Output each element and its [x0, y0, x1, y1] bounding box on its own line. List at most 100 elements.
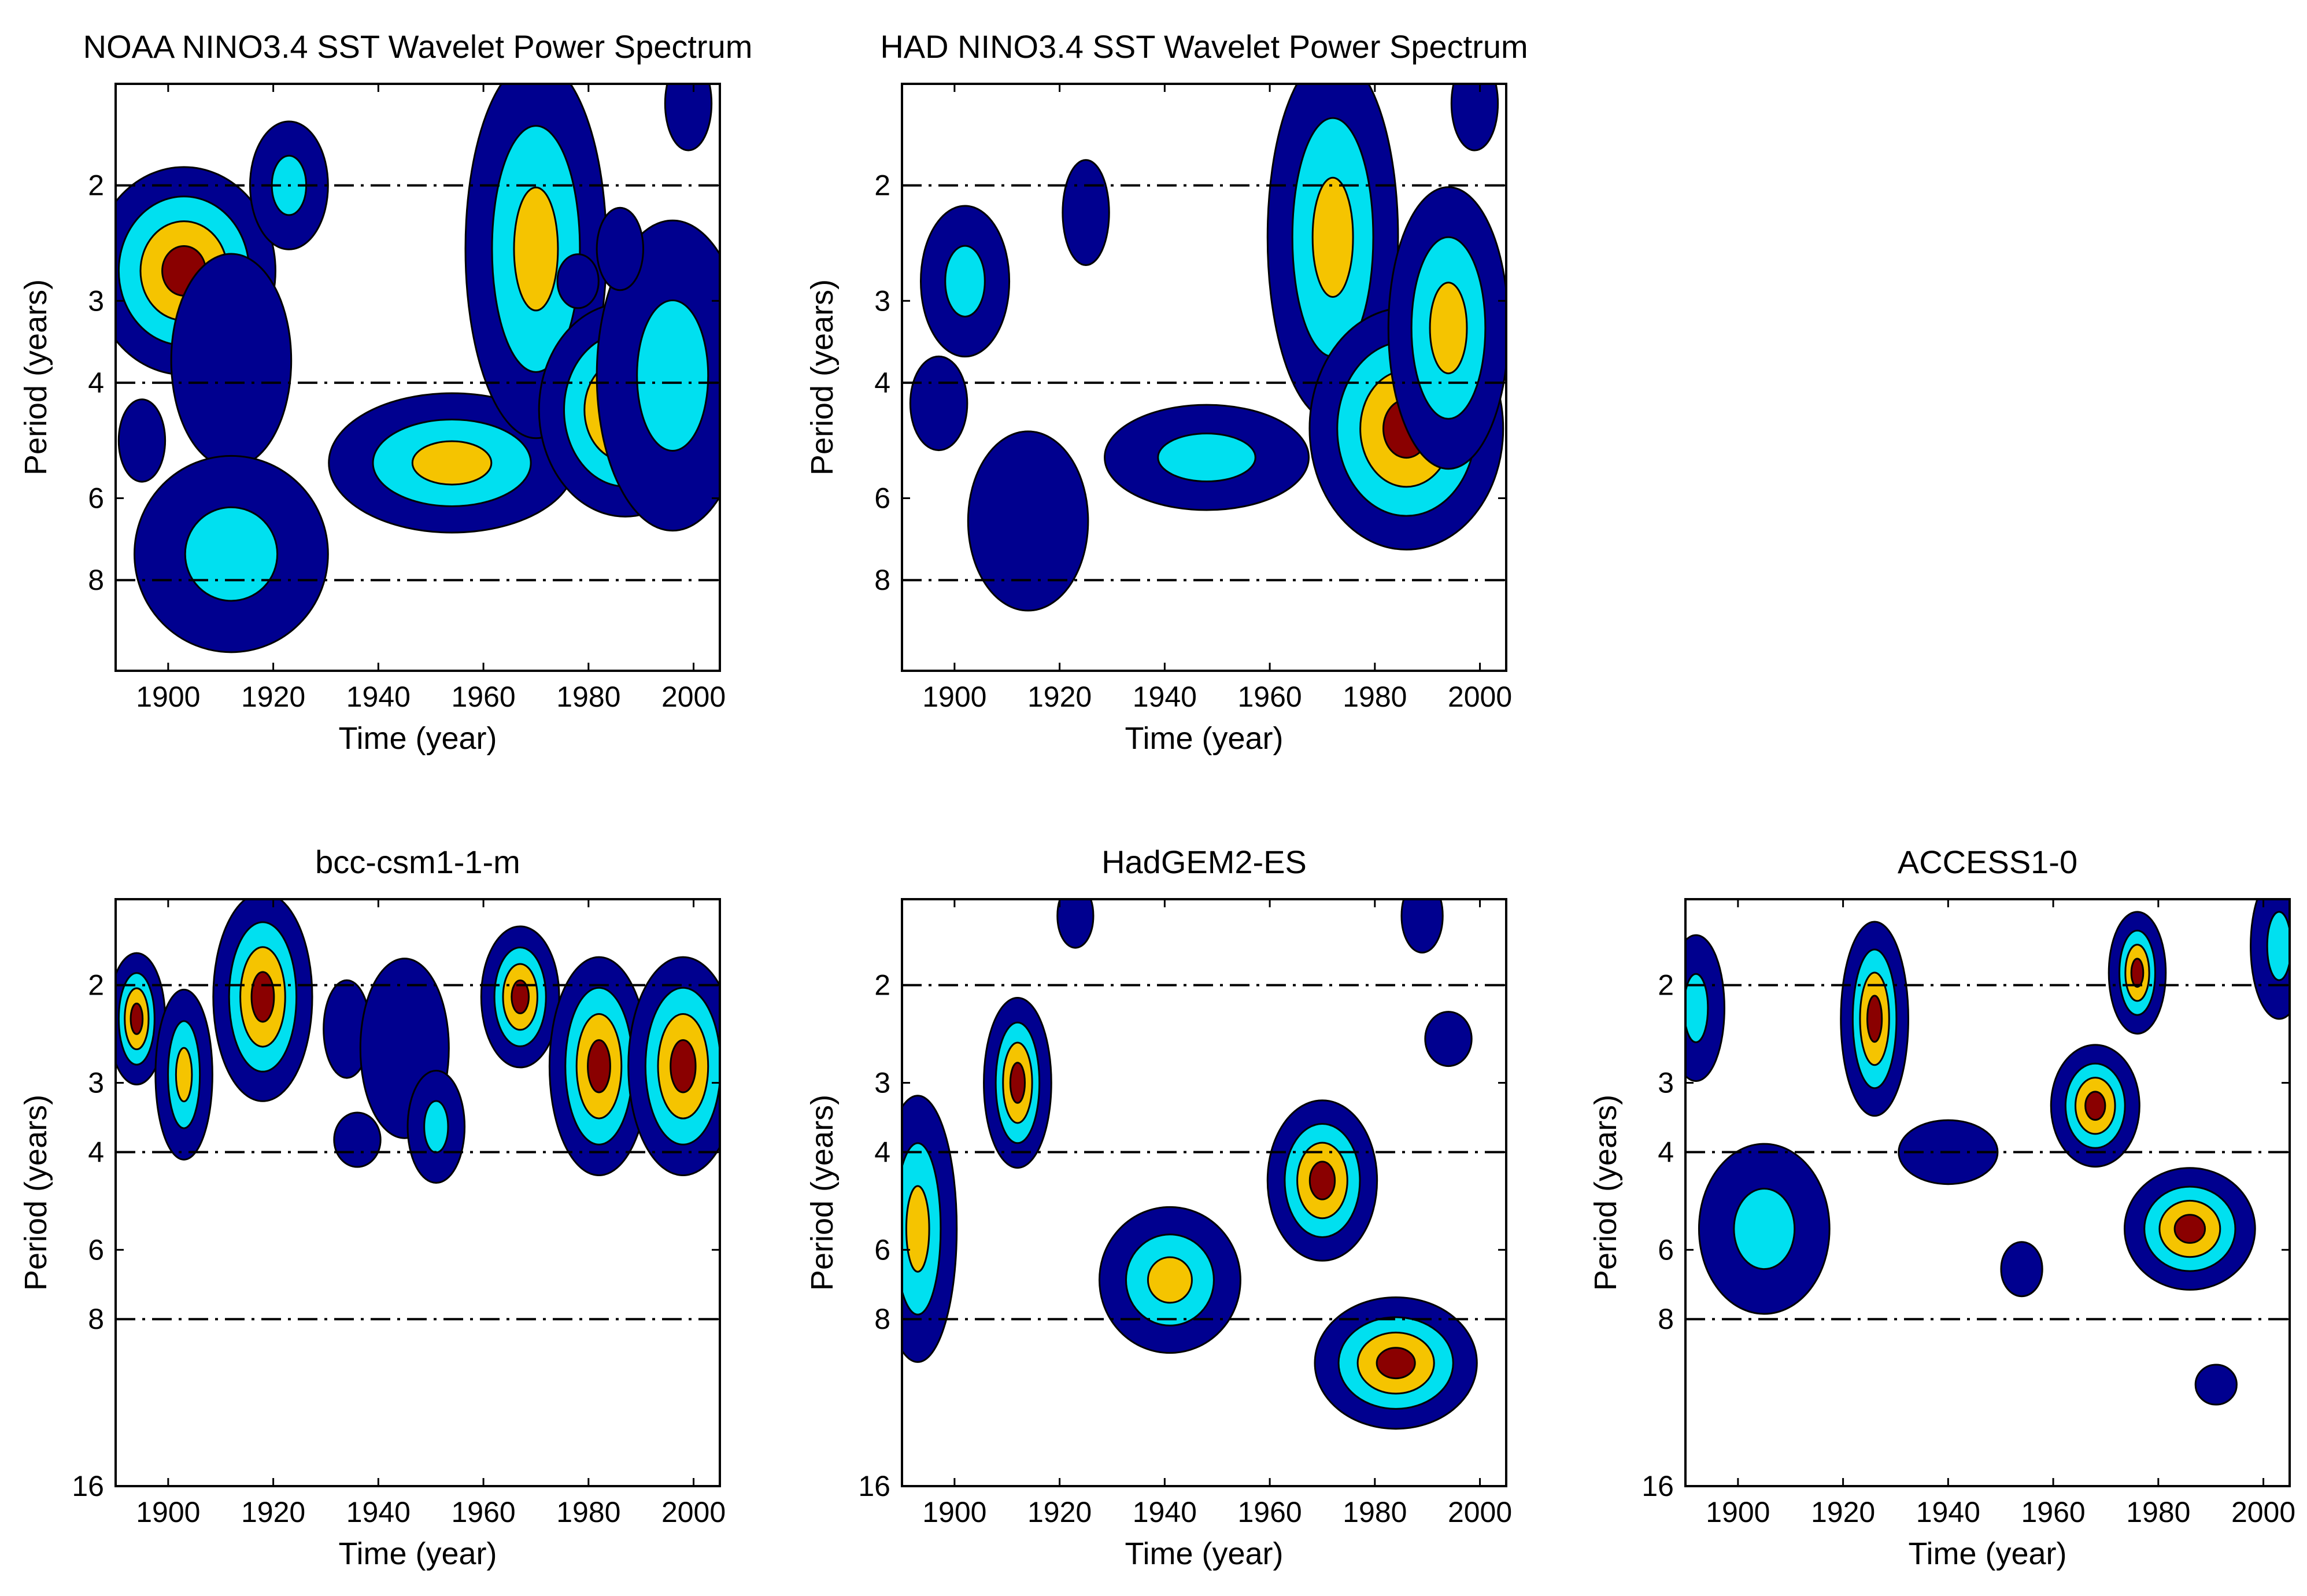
contour-level-4 [2173, 1214, 2206, 1244]
x-tick-label: 2000 [661, 1496, 726, 1528]
contour-level-1 [2000, 1241, 2043, 1298]
y-tick-label: 6 [88, 1233, 104, 1266]
y-axis-label: Period (years) [19, 279, 53, 475]
power-feature [664, 84, 713, 152]
x-tick-label: 1980 [556, 681, 620, 713]
power-feature [1840, 921, 1909, 1117]
contour-level-4 [2084, 1091, 2106, 1121]
x-tick-label: 1920 [1027, 1496, 1092, 1528]
y-axis-label: Period (years) [805, 1095, 840, 1291]
panel-2: 1900 1920 1940 1960 1980 2000 2 3 4 6 8 HAD NINO3.4… [805, 28, 1528, 756]
y-tick-label: 4 [874, 1136, 890, 1168]
plot-frame [114, 83, 721, 672]
power-feature [596, 206, 645, 291]
contour-field [116, 84, 720, 653]
contour-level-2 [423, 1100, 449, 1154]
y-tick-label: 8 [1658, 1303, 1674, 1335]
x-tick-label: 1900 [136, 1496, 200, 1528]
contour-level-3 [175, 1047, 193, 1103]
x-tick-label: 1980 [1343, 1496, 1407, 1528]
power-feature [1314, 1296, 1478, 1430]
contour-level-1 [596, 206, 645, 291]
x-axis-label: Time (year) [1908, 1536, 2066, 1571]
contour-level-2 [2266, 911, 2290, 981]
power-feature [1062, 159, 1110, 266]
contour-level-2 [636, 299, 709, 452]
contour-level-4 [670, 1039, 697, 1093]
contour-level-1 [1450, 84, 1499, 152]
contour-level-4 [587, 1039, 611, 1093]
power-feature [333, 1111, 382, 1168]
y-axis-label: Period (years) [805, 279, 840, 475]
y-axis-label: Period (years) [1588, 1095, 1623, 1291]
y-tick-label: 6 [874, 482, 890, 515]
contour-level-4 [130, 1002, 144, 1035]
y-tick-label: 6 [1658, 1233, 1674, 1266]
contour-level-1 [170, 253, 293, 468]
y-tick-label: 16 [1641, 1470, 1674, 1502]
x-tick-label: 2000 [1448, 681, 1512, 713]
contour-level-2 [1733, 1188, 1796, 1270]
panel-5: 1900 1920 1940 1960 1980 2000 2 3 4 6 8 16 ACCESS1-0… [1588, 844, 2295, 1571]
contour-level-1 [909, 355, 968, 452]
contour-level-4 [511, 979, 530, 1014]
x-tick-label: 1940 [1916, 1496, 1980, 1528]
x-axis-label: Time (year) [1125, 1536, 1283, 1571]
panel-4: 1900 1920 1940 1960 1980 2000 2 3 4 6 8 16 HadGEM2-E… [805, 844, 1512, 1571]
y-tick-label: 2 [88, 969, 104, 1002]
power-feature [2050, 1044, 2140, 1168]
power-feature [212, 899, 313, 1102]
y-tick-label: 4 [88, 367, 104, 399]
contour-level-4 [1009, 1062, 1026, 1104]
x-tick-label: 1960 [451, 681, 515, 713]
power-feature [1698, 1143, 1831, 1315]
x-tick-label: 1900 [1706, 1496, 1770, 1528]
x-tick-label: 2000 [1448, 1496, 1512, 1528]
contour-level-1 [556, 253, 600, 309]
contour-level-1 [2194, 1364, 2238, 1406]
power-feature [2108, 911, 2167, 1035]
y-axis-label: Period (years) [19, 1095, 53, 1291]
x-tick-label: 1980 [2126, 1496, 2190, 1528]
y-tick-label: 6 [88, 482, 104, 515]
power-feature [1685, 934, 1725, 1082]
x-tick-label: 1920 [1027, 681, 1092, 713]
contour-level-4 [1308, 1161, 1336, 1200]
contour-level-3 [905, 1185, 930, 1273]
power-feature [1266, 1099, 1378, 1262]
power-feature [1424, 1011, 1473, 1067]
chart-title: ACCESS1-0 [1898, 844, 2077, 880]
contour-field [902, 899, 1478, 1430]
contour-field [1685, 899, 2290, 1406]
chart-title: NOAA NINO3.4 SST Wavelet Power Spectrum [83, 28, 753, 65]
x-tick-label: 1980 [556, 1496, 620, 1528]
y-tick-label: 16 [858, 1470, 890, 1502]
x-tick-label: 1900 [922, 1496, 986, 1528]
y-tick-label: 8 [88, 1303, 104, 1335]
contour-level-3 [1147, 1256, 1193, 1304]
power-feature [2000, 1241, 2043, 1298]
y-tick-label: 3 [1658, 1067, 1674, 1099]
power-feature [1056, 899, 1095, 949]
contour-level-1 [664, 84, 713, 152]
plot-frame [114, 898, 721, 1487]
plot-frame [901, 83, 1507, 672]
y-tick-label: 3 [88, 285, 104, 317]
x-tick-label: 1940 [1133, 681, 1197, 713]
x-tick-label: 1940 [346, 1496, 411, 1528]
contour-level-3 [1429, 282, 1468, 375]
y-tick-label: 4 [874, 367, 890, 399]
power-feature [2123, 1167, 2256, 1291]
x-tick-label: 1920 [241, 681, 305, 713]
power-feature [1400, 899, 1444, 954]
x-tick-label: 1980 [1343, 681, 1407, 713]
power-feature [596, 219, 720, 532]
power-feature [406, 1070, 466, 1184]
power-feature [556, 253, 600, 309]
y-tick-label: 2 [874, 169, 890, 202]
power-feature [1387, 186, 1506, 470]
x-axis-label: Time (year) [1125, 721, 1283, 756]
contour-level-1 [333, 1111, 382, 1168]
chart-title: HadGEM2-ES [1101, 844, 1307, 880]
contour-level-1 [1062, 159, 1110, 266]
